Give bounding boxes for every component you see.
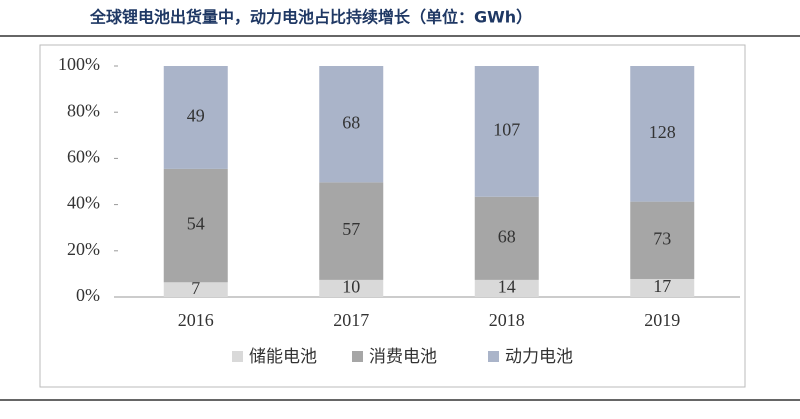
legend-label: 储能电池 xyxy=(249,347,317,367)
y-tick-label: 80% xyxy=(67,100,100,120)
y-tick-label: 0% xyxy=(76,285,100,305)
value-label: 49 xyxy=(187,106,205,126)
value-label: 7 xyxy=(191,278,200,298)
legend-swatch xyxy=(232,351,243,362)
bar-segment xyxy=(630,201,695,279)
value-label: 128 xyxy=(649,122,676,142)
bar-segment xyxy=(319,182,384,280)
value-label: 17 xyxy=(653,276,671,296)
chart-frame xyxy=(39,44,746,388)
bar-segment xyxy=(474,66,539,197)
bar-segment xyxy=(474,196,539,280)
legend-swatch xyxy=(352,351,363,362)
value-label: 57 xyxy=(342,219,360,239)
bar-segment xyxy=(630,278,695,297)
legend-label: 消费电池 xyxy=(369,347,437,367)
value-label: 68 xyxy=(342,112,360,132)
legend-swatch xyxy=(488,351,499,362)
y-tick-label: 20% xyxy=(67,239,100,259)
bar-segment xyxy=(163,282,228,297)
chart-title: 全球锂电池出货量中，动力电池占比持续增长（单位：GWh） xyxy=(89,8,532,27)
value-label: 54 xyxy=(187,214,205,234)
bar-segment xyxy=(163,168,228,283)
y-tick-label: 60% xyxy=(67,147,100,167)
value-label: 107 xyxy=(493,120,520,140)
value-label: 73 xyxy=(653,228,671,248)
y-tick-label: 100% xyxy=(58,54,100,74)
value-label: 10 xyxy=(342,277,360,297)
bar-segment xyxy=(319,279,384,297)
x-tick-label: 2017 xyxy=(333,310,369,330)
x-tick-label: 2019 xyxy=(644,310,680,330)
bar-segment xyxy=(319,66,384,183)
legend-label: 动力电池 xyxy=(505,347,573,367)
bar-segment xyxy=(163,66,228,169)
value-label: 14 xyxy=(498,277,516,297)
value-label: 68 xyxy=(498,226,516,246)
bar-segment xyxy=(474,279,539,297)
x-tick-label: 2016 xyxy=(178,310,214,330)
bar-segment xyxy=(630,66,695,202)
x-tick-label: 2018 xyxy=(489,310,525,330)
y-tick-label: 40% xyxy=(67,193,100,213)
